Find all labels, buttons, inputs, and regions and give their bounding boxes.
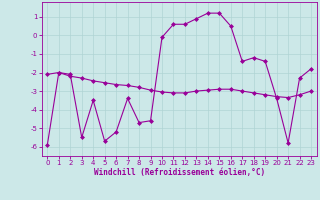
X-axis label: Windchill (Refroidissement éolien,°C): Windchill (Refroidissement éolien,°C) [94,168,265,177]
